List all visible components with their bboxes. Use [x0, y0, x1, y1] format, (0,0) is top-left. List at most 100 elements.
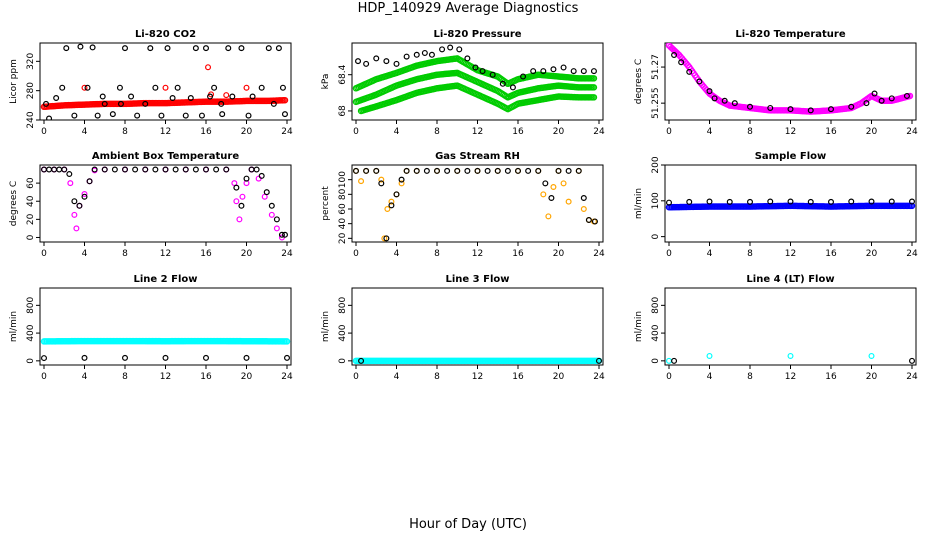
data-point: [243, 354, 250, 361]
data-point: [373, 167, 380, 174]
y-tick-label: 280: [26, 82, 36, 99]
data-point: [863, 100, 870, 107]
x-tick-label: 8: [747, 372, 753, 382]
series-diag: [353, 167, 598, 242]
series-band-mid: [352, 69, 598, 106]
series-spread: [665, 43, 914, 115]
data-point: [225, 45, 232, 52]
data-point: [878, 97, 885, 104]
plot-frame: [39, 287, 292, 366]
data-point: [187, 94, 194, 101]
data-point: [540, 191, 547, 198]
data-point: [484, 167, 491, 174]
data-point: [560, 180, 567, 187]
data-point: [147, 45, 154, 52]
y-tick-label: 400: [338, 324, 348, 341]
y-tick-label: 0: [26, 234, 36, 240]
data-point: [454, 167, 461, 174]
data-point: [81, 354, 88, 361]
data-point: [767, 198, 774, 205]
x-tick-label: 8: [747, 249, 753, 259]
y-tick-label: 100: [338, 171, 348, 188]
x-tick-label: 4: [82, 127, 88, 137]
data-point: [403, 167, 410, 174]
plot-frame: [39, 42, 292, 121]
data-point: [555, 167, 562, 174]
data-point: [281, 96, 289, 104]
data-point: [767, 104, 774, 111]
x-tick-label: 16: [200, 249, 212, 259]
data-point: [77, 43, 84, 50]
data-point: [268, 202, 275, 209]
data-point: [848, 103, 855, 110]
data-point: [570, 68, 577, 75]
data-point: [169, 94, 176, 101]
data-point: [479, 68, 486, 75]
panel-4: Ambient Box Temperature 0 4 8 12 16 20 24 0 20 40 6…: [9, 151, 293, 259]
panel-6: Sample Flow 0 4 8 12 16 20 24 0 100 200 ml/min: [634, 151, 918, 259]
x-tick-label: 12: [785, 372, 796, 382]
data-point: [238, 202, 245, 209]
x-tick-label: 20: [866, 127, 878, 137]
y-tick-label: 800: [338, 296, 348, 313]
data-point: [192, 166, 199, 173]
data-point: [223, 166, 230, 173]
data-point: [258, 84, 265, 91]
y-tick-label: 40: [26, 195, 36, 207]
y-tick-label: 68.4: [338, 64, 348, 84]
series-diag: [40, 166, 288, 238]
x-tick-label: 24: [593, 372, 605, 382]
data-point: [706, 88, 713, 95]
x-tick-label: 0: [353, 127, 359, 137]
data-point: [550, 66, 557, 73]
data-point: [908, 357, 915, 364]
data-point: [499, 80, 506, 87]
data-point: [378, 176, 385, 183]
data-point: [249, 93, 256, 100]
panel-7: Line 2 Flow 0 4 8 12 16 20 24 0 400 800 ml/min: [9, 274, 293, 382]
data-point: [43, 100, 50, 107]
data-point: [273, 225, 280, 232]
data-point: [56, 166, 63, 173]
x-tick-label: 16: [512, 249, 524, 259]
data-point: [86, 178, 93, 185]
data-point: [265, 45, 272, 52]
data-point: [665, 357, 672, 364]
data-point: [383, 235, 390, 242]
panel-title: Li-820 CO2: [135, 29, 196, 40]
data-point: [565, 167, 572, 174]
x-tick-label: 24: [281, 372, 293, 382]
data-point: [509, 84, 516, 91]
x-tick-label: 4: [707, 249, 713, 259]
series-band-low: [357, 82, 598, 115]
y-tick-label: 0: [651, 358, 661, 364]
panel-title: Li-820 Pressure: [433, 29, 521, 40]
plot-area: [665, 43, 914, 115]
data-point: [73, 225, 80, 232]
data-point: [51, 166, 58, 173]
data-point: [542, 180, 549, 187]
data-point: [871, 90, 878, 97]
x-tick-label: 24: [593, 127, 605, 137]
data-point: [223, 92, 230, 99]
data-point: [219, 111, 226, 118]
x-tick-label: 0: [666, 127, 672, 137]
data-point: [848, 198, 855, 205]
plot-area: [665, 352, 915, 364]
data-point: [101, 166, 108, 173]
x-tick-label: 24: [906, 127, 918, 137]
data-point: [213, 166, 220, 173]
data-point: [439, 46, 446, 53]
data-point: [117, 100, 124, 107]
data-point: [174, 84, 181, 91]
panel-title: Gas Stream RH: [435, 151, 520, 162]
series-avg: [40, 96, 289, 111]
data-point: [706, 352, 713, 359]
y-tick-label: 0: [651, 233, 661, 239]
x-tick-label: 12: [160, 127, 171, 137]
data-point: [91, 166, 98, 173]
y-tick-label: 20: [338, 232, 348, 244]
x-tick-label: 8: [122, 127, 128, 137]
data-point: [671, 357, 678, 364]
plot-area: [352, 357, 603, 365]
